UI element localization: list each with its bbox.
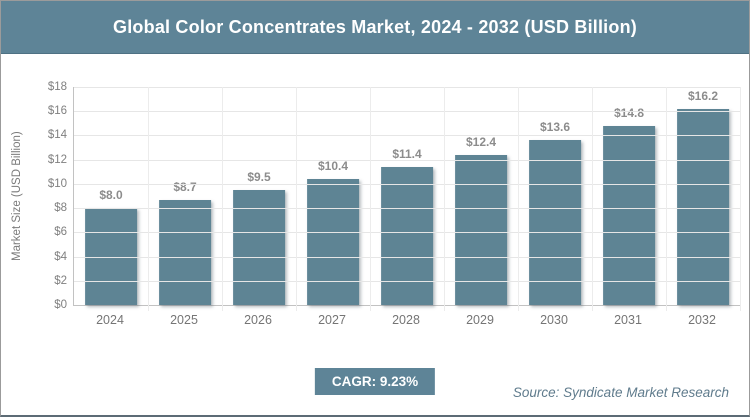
x-tick-label: 2032 [688,313,716,327]
y-tick-label: $10 [47,177,67,190]
bar [603,125,655,305]
y-tick-label: $0 [54,299,67,311]
bar-category: $12.4 [444,87,518,305]
y-tick-label: $8 [54,202,67,215]
bar-value-label: $16.2 [687,88,719,103]
horizontal-gridline [74,280,740,282]
bar [677,108,729,305]
plot-area: $8.0 $8.7 $9.5 $10.4 $11.4 $12.4 $13.6 $14.8 $16… [73,87,741,311]
x-tick-label: 2026 [244,313,272,327]
x-tick-label: 2028 [392,313,420,327]
bar [381,166,433,305]
bar-value-label: $8.7 [173,179,197,194]
bar-category: $14.8 [592,87,666,305]
bar-value-label: $14.8 [613,105,645,120]
bar-category: $13.6 [518,87,592,305]
horizontal-gridline [74,111,740,113]
vertical-gridline [444,87,445,311]
bar-value-label: $8.0 [99,188,123,203]
x-tick-label: 2031 [614,313,642,327]
bar [233,189,285,305]
bar [159,199,211,305]
vertical-gridline [665,87,667,311]
x-tick-label: 2025 [170,313,198,327]
horizontal-gridline [74,232,740,234]
x-axis-tick-labels: 2024 2025 2026 2027 2028 2029 2030 2031 2032 [73,313,739,327]
vertical-gridline [518,87,519,311]
bar [455,154,507,305]
cagr-badge: CAGR: 9.23% [314,368,436,395]
horizontal-gridline [74,183,740,185]
bar-category: $10.4 [296,87,370,305]
vertical-gridline [296,87,297,311]
x-tick-label: 2030 [540,313,568,327]
vertical-gridline [147,87,149,311]
y-tick-label: $16 [47,105,67,118]
bars-container: $8.0 $8.7 $9.5 $10.4 $11.4 $12.4 $13.6 $14.8 $16… [74,87,740,305]
bar-category: $11.4 [370,87,444,305]
y-axis-tick-labels: $0 $2 $4 $6 $8 $10 $12 $14 $16 $18 [1,81,67,311]
bar-value-label: $10.4 [317,159,349,174]
x-tick-label: 2024 [96,313,124,327]
x-tick-label: 2027 [318,313,346,327]
bar-category: $16.2 [666,87,740,305]
bar-category: $9.5 [222,87,296,305]
y-tick-label: $12 [47,153,67,166]
bar-value-label: $9.5 [247,169,271,184]
y-tick-label: $18 [47,81,67,93]
horizontal-gridline [74,256,740,258]
y-tick-label: $6 [54,226,67,239]
vertical-gridline [369,87,371,311]
vertical-gridline [592,87,593,311]
page-title: Global Color Concentrates Market, 2024 -… [113,16,637,37]
horizontal-gridline [74,208,740,210]
x-tick-label: 2029 [466,313,494,327]
horizontal-gridline [74,159,740,161]
bar-category: $8.0 [74,87,148,305]
bar-value-label: $13.6 [539,120,571,135]
y-tick-label: $2 [54,274,67,287]
source-credit: Source: Syndicate Market Research [512,385,729,400]
bar [307,179,359,305]
bar [529,140,581,305]
bar-value-label: $11.4 [392,146,422,161]
chart-title-bar: Global Color Concentrates Market, 2024 -… [1,1,749,54]
horizontal-gridline [74,135,740,137]
vertical-gridline [740,87,741,311]
bar-category: $8.7 [148,87,222,305]
horizontal-gridline [74,87,740,88]
y-tick-label: $4 [54,250,67,263]
y-tick-label: $14 [47,129,67,142]
vertical-gridline [221,87,223,311]
bar-value-label: $12.4 [465,134,497,149]
